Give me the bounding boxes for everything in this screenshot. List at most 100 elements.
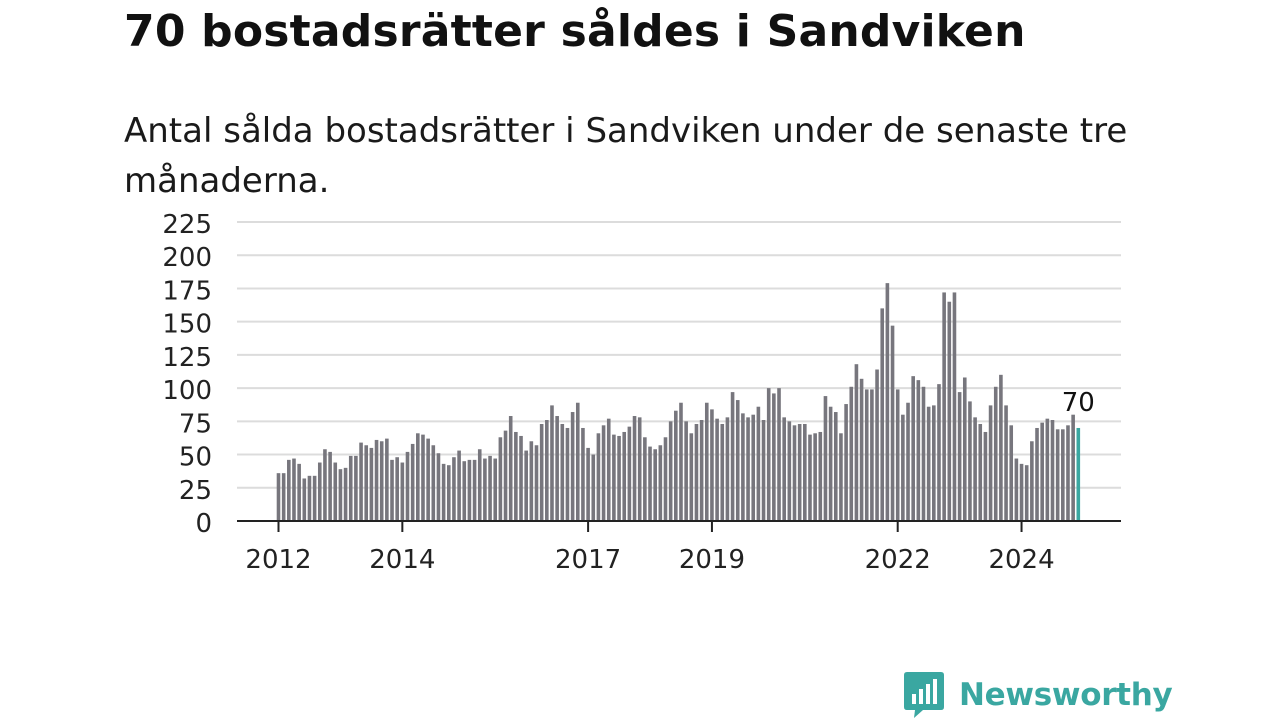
bar (317, 462, 322, 521)
bar (1014, 458, 1019, 521)
bar (436, 453, 441, 521)
bar (937, 384, 941, 521)
bar (276, 473, 281, 521)
bar (514, 431, 518, 521)
bar (328, 451, 332, 521)
bar (405, 451, 410, 521)
bar (792, 425, 797, 521)
bar (978, 423, 983, 521)
bar (508, 416, 513, 521)
bar (632, 416, 637, 521)
bar (973, 417, 977, 521)
bar (354, 455, 358, 521)
bar (704, 402, 709, 521)
x-axis-ticks: 2012 2014 2017 2019 2022 2024 (245, 521, 1055, 575)
bar (1055, 429, 1060, 521)
bar (818, 431, 823, 521)
bar (844, 404, 848, 521)
bar (379, 441, 384, 521)
bar (808, 434, 812, 521)
bar (803, 423, 807, 521)
bar (823, 396, 828, 521)
bar (988, 405, 993, 521)
bar (813, 433, 817, 521)
bar (446, 465, 451, 521)
y-tick-label: 100 (162, 376, 212, 406)
bar (431, 445, 436, 521)
bar (606, 418, 611, 521)
bar (668, 421, 673, 521)
y-tick-label: 50 (179, 443, 212, 473)
bar (741, 413, 745, 521)
bar (890, 325, 895, 521)
bar (674, 410, 678, 521)
bar (1024, 465, 1029, 521)
bar (477, 449, 482, 521)
bar (426, 438, 430, 521)
bar (895, 389, 900, 521)
bar (565, 427, 570, 521)
bar (343, 467, 348, 521)
bar (539, 423, 544, 521)
bar (756, 406, 761, 521)
bar (570, 412, 575, 521)
bar (751, 414, 756, 521)
bar (694, 423, 699, 521)
bar (952, 292, 957, 521)
bar (766, 388, 771, 521)
bar (983, 431, 988, 521)
bar (880, 308, 885, 521)
bar (472, 459, 477, 521)
bar (684, 421, 688, 521)
bar (710, 409, 714, 521)
bar (483, 458, 487, 521)
bar (1035, 427, 1039, 521)
bar (777, 388, 781, 521)
bar (864, 389, 869, 521)
bar (947, 301, 952, 521)
bar (369, 447, 374, 521)
y-tick-label: 225 (162, 210, 212, 240)
brand-name: Newsworthy (959, 677, 1173, 713)
bar (519, 435, 523, 521)
bar (1004, 405, 1008, 521)
bar (870, 389, 874, 521)
newsworthy-logo[interactable]: Newsworthy (903, 670, 1173, 720)
bar (772, 393, 776, 521)
bar (575, 402, 580, 521)
y-tick-label: 200 (162, 243, 212, 273)
bar (467, 459, 472, 521)
bar (555, 416, 559, 521)
bar (921, 386, 926, 521)
bar (333, 462, 338, 521)
bar (410, 443, 415, 521)
bar (653, 449, 657, 521)
bar (648, 446, 652, 521)
bar (942, 292, 946, 521)
bar (730, 392, 735, 521)
bar (797, 423, 802, 521)
bar (859, 378, 864, 521)
bar (1019, 463, 1024, 521)
bar (1071, 414, 1075, 521)
bar (307, 475, 312, 521)
bar (828, 406, 833, 521)
bar (416, 433, 420, 521)
bar (545, 420, 549, 521)
bar (715, 418, 719, 521)
bar (854, 364, 859, 521)
bar (400, 462, 405, 521)
y-tick-label: 75 (179, 409, 212, 439)
bar (658, 445, 663, 521)
y-tick-label: 0 (195, 509, 212, 539)
bar (761, 420, 766, 521)
bar (529, 441, 534, 521)
bar (591, 454, 596, 521)
bar (560, 423, 565, 521)
bar (1009, 425, 1014, 521)
bar (957, 392, 962, 521)
bar (374, 439, 379, 521)
bar (524, 450, 528, 521)
bar (906, 402, 910, 521)
bar (390, 459, 394, 521)
